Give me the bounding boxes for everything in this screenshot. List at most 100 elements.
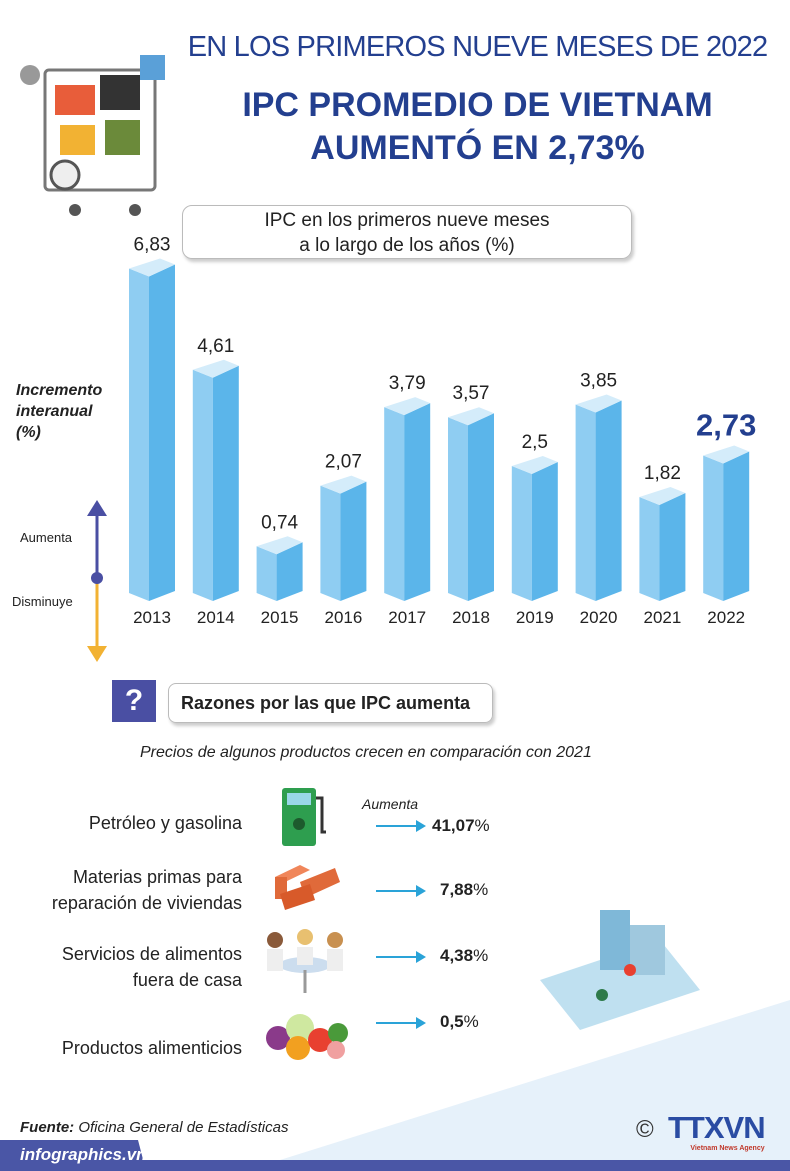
x-tick-label: 2015 xyxy=(261,608,299,627)
bar-side xyxy=(256,546,277,601)
bar-side xyxy=(129,268,149,601)
reason-label-line: Materias primas para xyxy=(72,867,242,887)
ylabel-line: interanual xyxy=(16,403,93,420)
data-label: 2,07 xyxy=(325,452,362,473)
bar xyxy=(212,365,239,601)
source-label: Fuente: xyxy=(20,1119,75,1136)
y-axis-label: Incremento interanual (%) xyxy=(16,380,102,443)
bar-top xyxy=(639,487,686,506)
ttxvn-logo: TTXVN Vietnam News Agency xyxy=(668,1110,766,1153)
logo-subtext: Vietnam News Agency xyxy=(690,1145,765,1152)
reason-label: Materias primas para reparación de vivien… xyxy=(52,864,242,916)
bar xyxy=(723,451,750,601)
bar xyxy=(276,542,303,601)
logo-text: TTXVN xyxy=(668,1110,766,1145)
bar-top xyxy=(320,475,367,494)
bar-top xyxy=(256,536,303,555)
bar-top xyxy=(703,445,750,464)
header-subtitle: EN LOS PRIMEROS NUEVE MESES DE 2022 xyxy=(187,31,768,63)
reason-label-line: reparación de viviendas xyxy=(51,893,242,913)
source: Fuente: Oficina General de Estadísticas xyxy=(20,1119,288,1136)
bar-top xyxy=(129,258,175,277)
value-number: 41,07 xyxy=(432,816,475,835)
bar-side xyxy=(448,417,468,601)
ylabel-line: Incremento xyxy=(16,382,103,399)
bar xyxy=(149,264,175,601)
bar xyxy=(659,493,686,601)
reason-label-line: Productos alimenticios xyxy=(61,1038,242,1058)
bar-side xyxy=(703,455,724,601)
value-unit: % xyxy=(473,946,489,965)
bar-top xyxy=(448,407,494,426)
reasons-title: Razones por las que IPC aumenta xyxy=(168,683,493,723)
data-label: 1,82 xyxy=(644,463,681,484)
data-label: 6,83 xyxy=(134,235,171,256)
bar xyxy=(531,462,558,601)
reason-label: Productos alimenticios xyxy=(62,1035,242,1061)
bar-top xyxy=(575,394,622,413)
data-label: 0,74 xyxy=(261,512,298,533)
bricks-icon xyxy=(275,865,340,910)
market-stall-illustration xyxy=(280,910,790,1160)
x-tick-label: 2013 xyxy=(133,608,171,627)
data-label: 2,5 xyxy=(522,432,548,453)
value-number: 7,88 xyxy=(440,880,474,899)
bar-top xyxy=(384,397,431,416)
x-tick-label: 2021 xyxy=(643,608,681,627)
bar xyxy=(340,481,367,601)
chart-title-line-2: a lo largo de los años (%) xyxy=(299,235,515,256)
dining-people-icon xyxy=(267,929,343,993)
x-tick-label: 2014 xyxy=(197,608,235,627)
copyright-icon: © xyxy=(636,1116,654,1143)
legend-up-label: Aumenta xyxy=(20,530,73,545)
title-line-1: IPC PROMEDIO DE VIETNAM xyxy=(242,86,713,124)
x-tick-label: 2020 xyxy=(580,608,618,627)
bar-side xyxy=(639,497,660,601)
arrow-right-icon xyxy=(376,1017,426,1029)
reason-label-line: Servicios de alimentos xyxy=(61,944,242,964)
x-tick-label: 2016 xyxy=(324,608,362,627)
reason-value: 41,07% xyxy=(432,816,490,836)
value-unit: % xyxy=(463,1012,479,1031)
header-title: IPC PROMEDIO DE VIETNAM AUMENTÓ EN 2,73% xyxy=(165,84,790,170)
arrow-right-icon xyxy=(376,885,426,897)
data-label: 3,85 xyxy=(580,370,617,391)
bar-chart: 6,83 2013 4,61 2014 0,74 2015 2,07 2016 3,79 2017… xyxy=(129,235,756,627)
reasons-subtitle: Precios de algunos productos crecen en c… xyxy=(140,744,592,761)
data-label: 3,57 xyxy=(453,383,490,404)
value-unit: % xyxy=(473,880,489,899)
source-text: Oficina General de Estadísticas xyxy=(78,1119,289,1136)
bar xyxy=(404,403,431,601)
bar xyxy=(595,400,622,601)
title-line-2: AUMENTÓ EN 2,73% xyxy=(310,129,645,167)
value-number: 4,38 xyxy=(440,946,474,965)
x-tick-label: 2017 xyxy=(388,608,426,627)
chart-title-line-1: IPC en los primeros nueve meses xyxy=(264,210,550,231)
arrow-label: Aumenta xyxy=(362,796,419,812)
legend-down-label: Disminuye xyxy=(12,594,73,609)
arrow-right-icon xyxy=(376,820,426,832)
bar-top xyxy=(192,359,239,378)
value-unit: % xyxy=(474,816,490,835)
arrow-right-icon xyxy=(376,951,426,963)
question-icon: ? xyxy=(112,680,156,722)
data-label: 3,79 xyxy=(389,373,426,394)
footer-tab xyxy=(0,1140,146,1171)
bar-side xyxy=(511,466,532,601)
bar-side xyxy=(192,369,213,601)
x-tick-label: 2022 xyxy=(707,608,745,627)
reason-value: 7,88% xyxy=(440,880,488,900)
x-tick-label: 2018 xyxy=(452,608,490,627)
footer-bar xyxy=(0,1160,790,1171)
fuel-pump-icon xyxy=(282,788,326,846)
website-link[interactable]: infographics.vn xyxy=(20,1145,147,1164)
vegetables-icon xyxy=(266,1014,348,1060)
up-down-arrow-icon xyxy=(87,500,107,662)
bar-top xyxy=(511,456,558,474)
data-label: 4,61 xyxy=(197,336,234,357)
bar-side xyxy=(575,404,596,601)
shopping-cart-illustration xyxy=(20,55,165,216)
reason-label: Servicios de alimentos fuera de casa xyxy=(62,941,242,993)
reason-label-line: fuera de casa xyxy=(132,970,242,990)
data-label: 2,73 xyxy=(696,408,756,443)
